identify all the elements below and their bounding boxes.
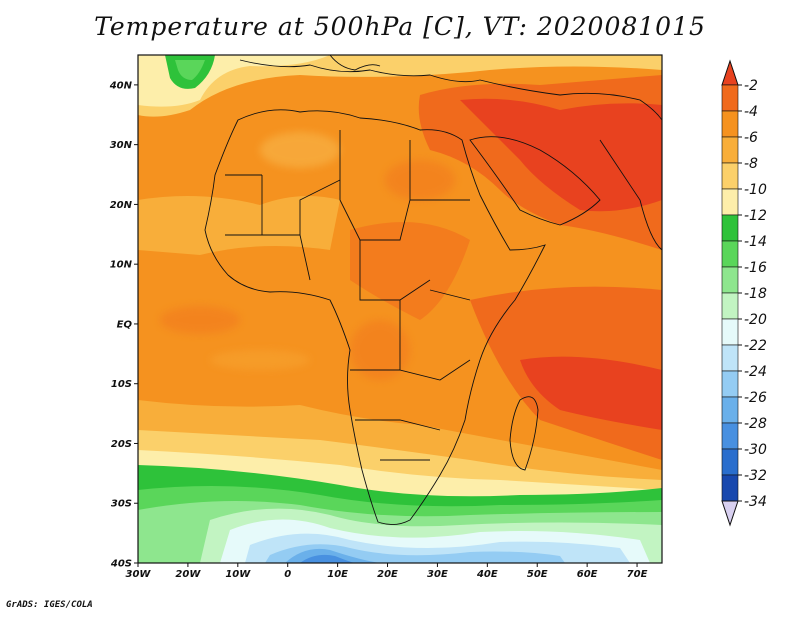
colorbar-label: -28 (744, 416, 767, 432)
lat-tick-label: 30S (111, 499, 132, 510)
latitude-axis: 40N 30N 20N 10N EQ 10S 20S 30S 40S (109, 80, 138, 570)
colorbar-label: -2 (744, 78, 758, 94)
colorbar-label: -8 (744, 156, 758, 172)
lon-tick-label: 70E (627, 569, 648, 580)
colorbar-swatch (721, 136, 739, 164)
colorbar-swatch (721, 84, 739, 112)
colorbar-swatch (721, 396, 739, 424)
colorbar-swatch (721, 448, 739, 476)
colorbar-swatch (721, 422, 739, 450)
colorbar-label: -16 (744, 260, 767, 276)
colorbar-label: -20 (744, 312, 767, 328)
colorbar-label: -14 (744, 234, 767, 250)
lat-tick-label: 40S (110, 559, 132, 570)
lon-tick-label: 60E (577, 569, 598, 580)
lat-tick-label: 10S (111, 379, 132, 390)
colorbar-label: -6 (744, 130, 758, 146)
colorbar-label: -10 (744, 182, 767, 198)
lon-tick-label: 40E (476, 569, 498, 580)
colorbar-swatch (721, 188, 739, 216)
colorbar-swatch (721, 110, 739, 138)
lat-tick-label: 10N (110, 260, 133, 271)
colorbar-label: -4 (744, 104, 758, 120)
lat-tick-label: 30N (110, 140, 133, 151)
colorbar-label: -26 (744, 390, 767, 406)
colorbar-bottom-arrow (721, 500, 739, 527)
colorbar-swatch (721, 318, 739, 346)
colorbar-swatch (721, 214, 739, 242)
colorbar-swatch (721, 474, 739, 502)
lon-tick-label: 0 (284, 569, 291, 580)
colorbar-swatch (721, 292, 739, 320)
lon-tick-label: 20W (175, 569, 201, 580)
colorbar-label: -32 (744, 468, 767, 484)
colorbar-swatch (721, 162, 739, 190)
lon-tick-label: 30W (126, 569, 152, 580)
colorbar-top-arrow (721, 59, 739, 86)
lon-tick-label: 30E (427, 569, 448, 580)
lat-tick-label: 20S (111, 439, 132, 450)
colorbar-swatch (721, 266, 739, 294)
colorbar-swatch (721, 240, 739, 268)
lon-tick-label: 20E (377, 569, 398, 580)
colorbar-label: -34 (744, 494, 767, 510)
colorbar-label: -24 (744, 364, 767, 380)
map-title: Temperature at 500hPa [C], VT: 202008101… (94, 12, 706, 41)
coastlines (204, 55, 662, 525)
lon-tick-label: 10W (225, 569, 251, 580)
colorbar: -2 -4 -6 -8 -10 -12 -14 -16 -18 -20 -22 -24 -26 -28 -3… (721, 59, 767, 527)
plot-frame (137, 54, 663, 564)
lon-tick-label: 50E (527, 569, 548, 580)
lon-tick-label: 10E (327, 569, 348, 580)
lat-tick-label: EQ (117, 319, 133, 330)
colorbar-swatch (721, 344, 739, 372)
lat-tick-label: 20N (110, 200, 133, 211)
colorbar-swatch (721, 370, 739, 398)
lat-tick-label: 40N (109, 80, 133, 91)
grads-credit: GrADS: IGES/COLA (6, 600, 93, 610)
colorbar-label: -18 (744, 286, 767, 302)
colorbar-label: -12 (744, 208, 767, 224)
longitude-axis: 30W 20W 10W 0 10E 20E 30E 40E 50E 60E 70E (126, 563, 648, 580)
colorbar-label: -22 (744, 338, 767, 354)
colorbar-label: -30 (744, 442, 767, 458)
